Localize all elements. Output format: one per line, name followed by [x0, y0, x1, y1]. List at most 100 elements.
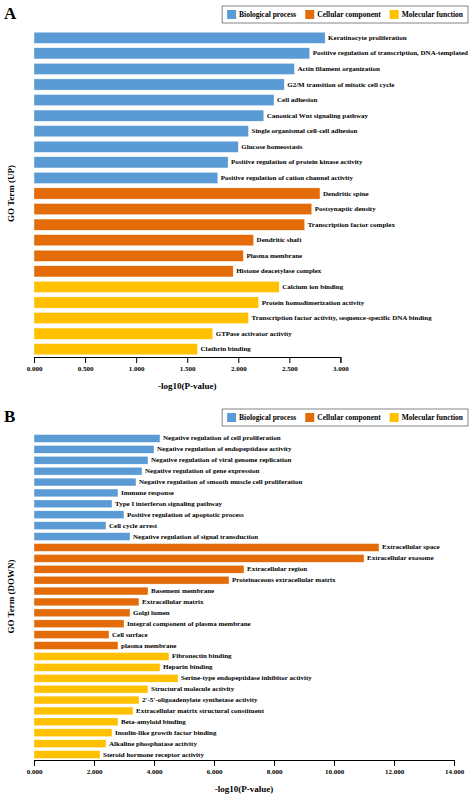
category-label: Canonical Wnt signaling pathway — [267, 112, 369, 120]
category-label: 2'-5'-oligoadenylate synthetase activity — [142, 696, 258, 704]
bar — [34, 250, 243, 261]
x-tick: 2.000 — [87, 760, 103, 776]
category-label: Structural molecule activity — [151, 685, 235, 693]
legend-label: Molecular function — [402, 413, 464, 422]
category-label: Glucose homeostasis — [241, 143, 303, 151]
x-tick-label: 12.000 — [385, 768, 405, 776]
bar — [34, 126, 248, 137]
x-tick: 3.000 — [333, 357, 349, 373]
bar — [34, 94, 274, 105]
category-label: GTPase activator activity — [216, 330, 293, 338]
x-tick-mark — [154, 760, 155, 766]
bar — [34, 587, 148, 595]
bar — [34, 79, 284, 90]
bars — [34, 32, 325, 355]
legend-swatch — [305, 413, 314, 422]
bar — [34, 674, 178, 682]
x-tick-mark — [214, 760, 215, 766]
bar — [34, 445, 154, 453]
bar — [34, 219, 305, 230]
legend-label: Molecular function — [402, 10, 464, 19]
category-label: Negative regulation of endopeptidase act… — [157, 445, 292, 453]
bar — [34, 620, 124, 628]
category-label: Histone deacetylase complex — [236, 267, 322, 275]
category-label: Negative regulation of viral genome repl… — [151, 456, 291, 464]
category-label: Protein homodimerization activity — [262, 299, 365, 307]
x-axis-line — [35, 761, 455, 767]
category-label: Heparin binding — [163, 663, 213, 671]
legend: Biological process Cellular component Mole… — [222, 6, 468, 23]
bar — [34, 533, 130, 541]
category-label: Basement membrane — [151, 587, 214, 595]
x-tick-mark — [94, 760, 95, 766]
bar — [34, 235, 254, 246]
bar — [34, 718, 118, 726]
bar — [34, 281, 279, 292]
y-axis-title: GO Term (UP) — [6, 165, 16, 222]
category-label: Positive regulation of transcription, DN… — [313, 49, 468, 57]
category-label: Beta-amyloid binding — [121, 718, 186, 726]
category-label: Extracellular exosome — [367, 554, 434, 562]
category-label: Negative regulation of cell proliferatio… — [163, 434, 281, 442]
x-tick: 6.000 — [207, 760, 223, 776]
x-tick-mark — [340, 357, 341, 363]
x-tick: 1.500 — [180, 357, 196, 373]
x-tick-mark — [34, 357, 35, 363]
bar — [34, 157, 228, 168]
category-label: Clathrin binding — [200, 345, 251, 353]
bar — [34, 297, 259, 308]
bar — [34, 663, 160, 671]
category-label: Steroid hormone receptor activity — [103, 751, 204, 759]
legend-frame — [222, 6, 468, 23]
category-label: Serine-type endopeptidase inhibitor acti… — [181, 674, 312, 682]
chart-canvas: AKeratinocyte proliferationPositive regu… — [0, 0, 474, 806]
legend-item: Biological process — [227, 413, 296, 422]
bar — [34, 696, 139, 704]
legend-label: Cellular component — [317, 10, 381, 19]
category-label: Immune response — [121, 489, 174, 497]
bar — [34, 740, 106, 748]
bar — [34, 188, 320, 199]
category-label: Actin filament organization — [297, 65, 380, 73]
x-tick: 10.000 — [325, 760, 345, 776]
bar — [34, 500, 112, 508]
category-label: Fibronectin binding — [172, 652, 232, 660]
legend-item: Biological process — [227, 10, 296, 19]
category-label: Positive regulation of apoptotic process — [127, 511, 244, 519]
panel: AKeratinocyte proliferationPositive regu… — [4, 4, 468, 391]
category-label: Calcium ion binding — [282, 283, 344, 291]
bar — [34, 511, 124, 519]
category-label: Golgi lumen — [133, 609, 170, 617]
category-label: Extracellular matrix structural constitu… — [136, 707, 265, 715]
x-tick-label: 3.000 — [333, 365, 349, 373]
category-label: Negative regulation of signal transducti… — [133, 533, 258, 541]
category-label: Transcription factor complex — [308, 221, 396, 229]
panel: BNegative regulation of cell proliferati… — [4, 407, 468, 794]
x-tick-mark — [394, 760, 395, 766]
bar — [34, 554, 364, 562]
x-axis: 0.0000.5001.0001.5002.0002.5003.000 — [27, 357, 350, 373]
legend-label: Biological process — [239, 10, 296, 19]
x-tick: 0.000 — [27, 760, 43, 776]
bar — [34, 729, 112, 737]
x-tick-label: 0.500 — [78, 365, 94, 373]
bars — [34, 435, 379, 759]
category-label: Positive regulation of protein kinase ac… — [231, 158, 363, 166]
legend-item: Cellular component — [305, 10, 381, 19]
legend-item: Molecular function — [390, 10, 464, 19]
y-axis-title: GO Term (DOWN) — [6, 560, 16, 634]
x-tick: 12.000 — [385, 760, 405, 776]
category-label: Transcription factor activity, sequence-… — [251, 314, 432, 322]
category-label: Postsynaptic density — [315, 205, 376, 213]
legend-swatch — [227, 413, 236, 422]
bar — [34, 110, 264, 121]
x-tick: 2.000 — [231, 357, 247, 373]
legend-label: Biological process — [239, 413, 296, 422]
bar — [34, 435, 160, 443]
x-tick-mark — [289, 357, 290, 363]
x-tick: 14.000 — [445, 760, 465, 776]
category-label: Dendritic shaft — [257, 236, 303, 244]
x-tick-label: 4.000 — [147, 768, 163, 776]
category-label: plasma membrane — [121, 642, 176, 650]
legend-item: Molecular function — [390, 413, 464, 422]
